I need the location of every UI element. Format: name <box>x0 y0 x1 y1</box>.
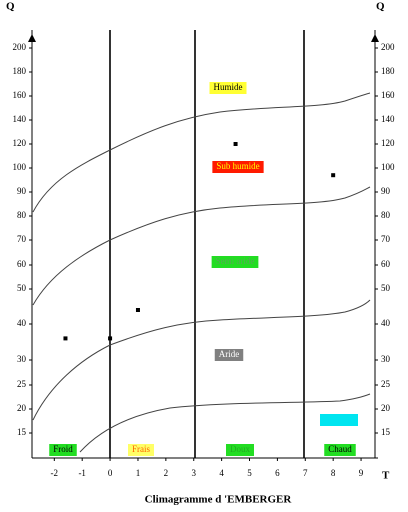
y-tick-label: 200 <box>13 42 27 52</box>
x-tick-label: 1 <box>136 468 141 478</box>
point <box>108 336 113 341</box>
x-axis-label: T <box>382 470 390 482</box>
y-tick-label: 70 <box>17 234 27 244</box>
y-tick-label: 15 <box>17 427 27 437</box>
boundary-curve <box>79 393 371 453</box>
boundary-curve <box>32 299 371 421</box>
arrow <box>371 34 379 42</box>
zone-label: Semi aride <box>216 256 255 266</box>
y-tick-label: 15 <box>381 427 391 437</box>
temperature-label-bg <box>324 444 356 456</box>
x-tick-label: 2 <box>164 468 169 478</box>
y-tick-label: 25 <box>381 379 391 389</box>
point <box>63 336 68 341</box>
y-tick-label: 30 <box>17 354 27 364</box>
y-tick-label: 60 <box>17 259 27 269</box>
y-tick-label: 120 <box>381 138 395 148</box>
chart-title: Climagramme d 'EMBERGER <box>145 494 293 506</box>
y-tick-label: 160 <box>381 90 395 100</box>
zone-label: Humide <box>214 82 243 92</box>
y-tick-label: 40 <box>381 318 391 328</box>
x-tick-label: 4 <box>219 468 224 478</box>
x-tick-label: -1 <box>78 468 86 478</box>
temperature-label: Doux <box>230 444 250 454</box>
y-tick-label: 60 <box>381 259 391 269</box>
y-tick-label: 100 <box>381 162 395 172</box>
y-tick-label: 50 <box>17 283 27 293</box>
temperature-label-bg <box>128 444 154 456</box>
x-tick-label: 5 <box>247 468 252 478</box>
y-tick-label: 30 <box>381 354 391 364</box>
y-tick-label: 90 <box>17 186 27 196</box>
y-tick-label: 120 <box>13 138 27 148</box>
zone-label-bg <box>212 161 264 173</box>
zone-label: Aride <box>219 349 240 359</box>
y-axis-label: Q <box>6 1 15 13</box>
x-tick-label: 7 <box>303 468 308 478</box>
y-tick-label: 80 <box>17 210 27 220</box>
legend-box <box>320 414 358 426</box>
y-tick-label: 50 <box>381 283 391 293</box>
zone-label: Sub humide <box>216 161 259 171</box>
point <box>331 173 336 178</box>
y-tick-label: 180 <box>13 66 27 76</box>
y-tick-label: 200 <box>381 42 395 52</box>
y-tick-label: 140 <box>13 114 27 124</box>
temperature-label: Frais <box>132 444 150 454</box>
boundary-curve <box>32 92 371 213</box>
temperature-label: Chaud <box>328 444 352 454</box>
x-tick-label: -2 <box>51 468 59 478</box>
x-tick-label: 8 <box>331 468 336 478</box>
y-tick-label: 90 <box>381 186 391 196</box>
y-tick-label: 20 <box>17 403 27 413</box>
x-tick-label: 3 <box>191 468 196 478</box>
y-tick-label: 20 <box>381 403 391 413</box>
y-tick-label: 160 <box>13 90 27 100</box>
boundary-curve <box>32 186 371 306</box>
x-tick-label: 9 <box>359 468 364 478</box>
y-tick-label: 70 <box>381 234 391 244</box>
y-axis-label: Q <box>376 1 385 13</box>
y-tick-label: 180 <box>381 66 395 76</box>
point <box>135 308 140 312</box>
zone-label-bg <box>209 82 247 94</box>
zone-label-bg <box>214 349 244 361</box>
temperature-label-bg <box>49 444 77 456</box>
y-tick-label: 140 <box>381 114 395 124</box>
y-tick-label: 80 <box>381 210 391 220</box>
x-tick-label: 6 <box>275 468 280 478</box>
arrow <box>28 34 36 42</box>
y-tick-label: 40 <box>17 318 27 328</box>
x-tick-label: 0 <box>108 468 113 478</box>
y-tick-label: 100 <box>13 162 27 172</box>
temperature-label: Froid <box>53 444 73 454</box>
y-tick-label: 25 <box>17 379 27 389</box>
zone-label-bg <box>211 256 259 268</box>
temperature-label-bg <box>226 444 254 456</box>
point <box>233 142 238 146</box>
